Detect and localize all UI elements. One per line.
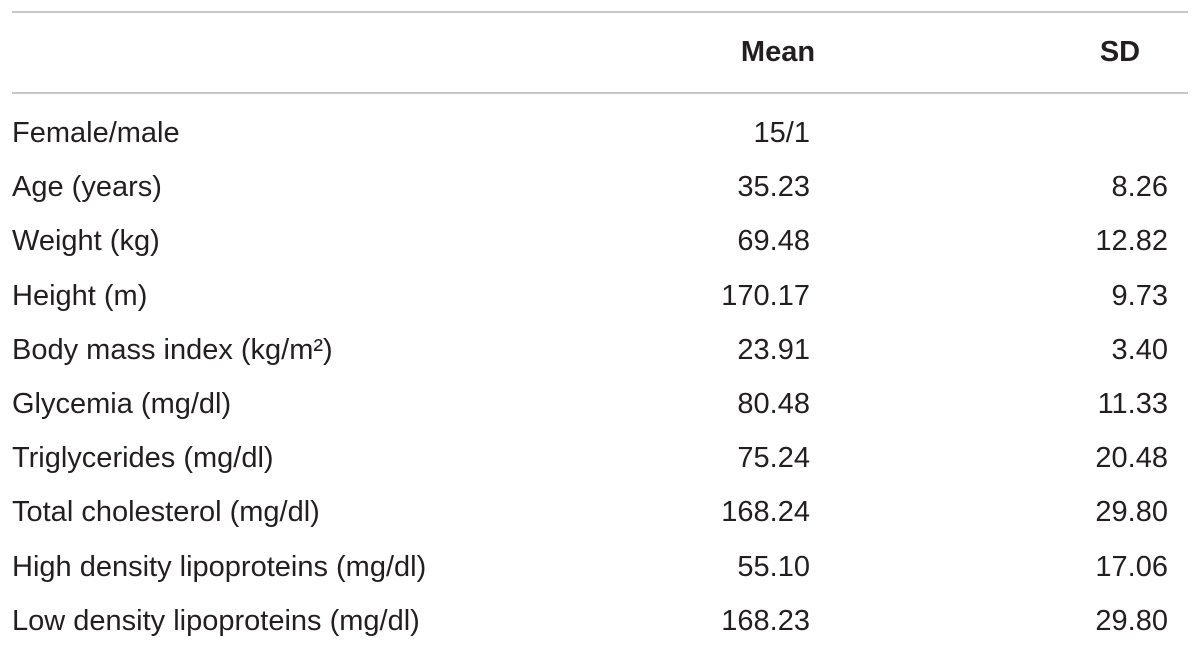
row-label: Weight (kg) xyxy=(12,225,160,258)
mean-value: 168.24 xyxy=(721,496,810,529)
mean-value: 75.24 xyxy=(737,442,810,475)
sd-value: 11.33 xyxy=(1097,388,1168,420)
top-rule xyxy=(12,11,1188,13)
header-rule xyxy=(12,92,1188,94)
header-sd: SD xyxy=(1099,36,1141,68)
row-label: Glycemia (mg/dl) xyxy=(12,388,232,420)
row-label: Low density lipoproteins (mg/dl) xyxy=(12,604,420,637)
sd-value: 12.82 xyxy=(1095,225,1168,258)
row-label: Total cholesterol (mg/dl) xyxy=(12,496,320,529)
mean-value: 23.91 xyxy=(737,333,810,366)
mean-value: 55.10 xyxy=(737,550,810,583)
sd-value: 29.80 xyxy=(1095,496,1168,529)
row-label: Height (m) xyxy=(12,279,148,312)
sd-value: 17.06 xyxy=(1095,550,1168,583)
header-mean: Mean xyxy=(740,36,816,68)
mean-value: 35.23 xyxy=(737,171,810,204)
row-label: Age (years) xyxy=(12,171,162,204)
mean-value: 168.23 xyxy=(721,604,810,637)
mean-value: 15/1 xyxy=(753,117,810,149)
row-label: High density lipoproteins (mg/dl) xyxy=(12,550,427,583)
row-label: Female/male xyxy=(12,117,180,149)
sd-value: 20.48 xyxy=(1095,442,1168,475)
sd-value: 29.80 xyxy=(1095,604,1168,637)
mean-value: 69.48 xyxy=(737,225,810,258)
mean-value: 80.48 xyxy=(737,388,810,420)
sd-value: 8.26 xyxy=(1111,171,1168,204)
sd-value: 3.40 xyxy=(1111,333,1168,366)
sd-value: 9.73 xyxy=(1111,279,1168,312)
mean-value: 170.17 xyxy=(721,279,810,312)
row-label: Body mass index (kg/m²) xyxy=(12,333,333,366)
row-label: Triglycerides (mg/dl) xyxy=(12,442,274,475)
